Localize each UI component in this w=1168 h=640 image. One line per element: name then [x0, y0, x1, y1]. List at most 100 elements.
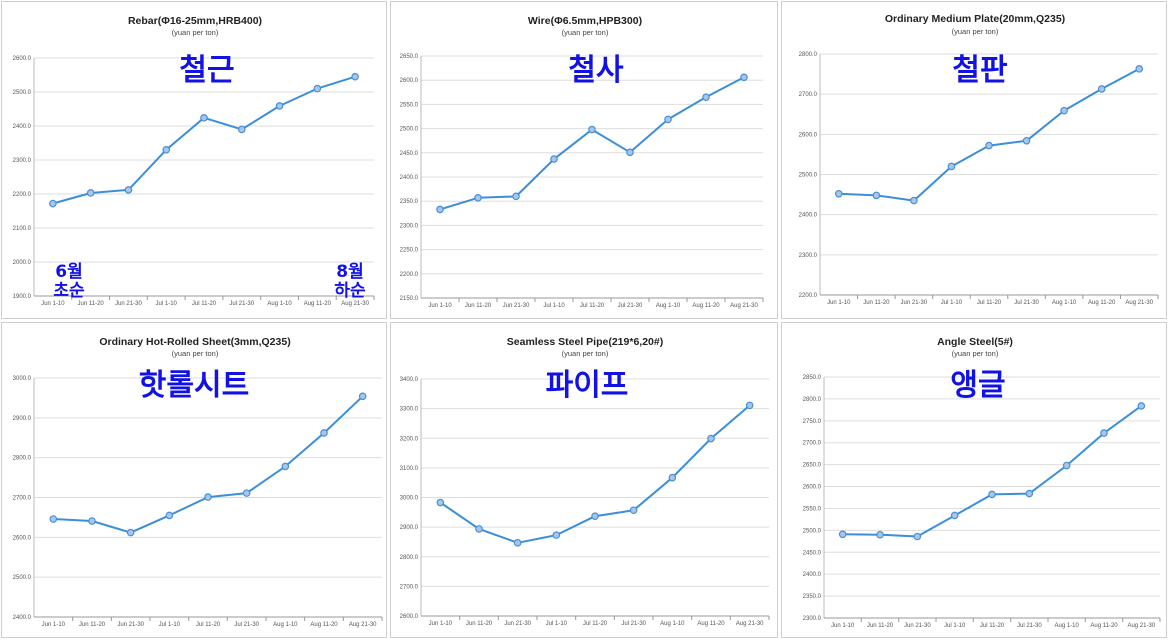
data-point	[275, 102, 284, 110]
korean-overlay-label: 철사	[568, 53, 624, 88]
data-point	[1137, 402, 1146, 410]
chart-title: Ordinary Hot-Rolled Sheet(3mm,Q235)	[99, 336, 290, 348]
data-point	[629, 506, 638, 515]
x-tick-label: Aug 21-30	[349, 622, 377, 628]
y-tick-label: 3200.0	[400, 436, 419, 442]
chart-panel-rebar: Rebar(Φ16-25mm,HRB400) (yuan per ton) 1900…	[1, 1, 387, 319]
chart-panel-wire: Wire(Φ6.5mm,HPB300) (yuan per ton) 2150.0 2…	[390, 1, 778, 319]
data-point	[876, 530, 884, 539]
x-tick-label: Aug 1-10	[273, 622, 298, 628]
x-tick-label: Jun 11-20	[78, 301, 105, 307]
x-tick-label: Jul 21-30	[621, 621, 646, 627]
y-tick-label: 2700.0	[400, 584, 419, 590]
data-point	[351, 72, 359, 81]
x-tick-label: Aug 1-10	[1054, 623, 1079, 629]
y-tick-label: 2500.0	[13, 90, 32, 96]
x-tick-label: Aug 11-20	[1088, 300, 1116, 306]
chart-hot-rolled-sheet: Ordinary Hot-Rolled Sheet(3mm,Q235)(yuan…	[13, 336, 383, 628]
y-tick-label: 3100.0	[400, 466, 419, 472]
data-point	[512, 192, 520, 201]
x-tick-label: Jul 1-10	[546, 621, 568, 627]
data-point	[591, 512, 599, 520]
x-tick-label: Jun 21-30	[503, 303, 530, 309]
x-tick-label: Jun 1-10	[429, 621, 453, 627]
data-point	[668, 473, 677, 482]
data-point	[126, 528, 135, 537]
data-point	[475, 525, 483, 533]
data-point	[162, 146, 171, 154]
x-tick-label: Aug 1-10	[267, 301, 292, 307]
chart-subtitle: (yuan per ton)	[562, 349, 609, 358]
chart-seamless-pipe: Seamless Steel Pipe(219*6,20#)(yuan per …	[400, 336, 770, 627]
chart-panel-hot-rolled-sheet: Ordinary Hot-Rolled Sheet(3mm,Q235) (yuan…	[1, 322, 387, 638]
data-point	[838, 530, 847, 539]
x-tick-label: Jul 1-10	[159, 622, 181, 628]
data-point	[513, 539, 522, 547]
data-point	[49, 199, 57, 208]
x-tick-label: Jun 1-10	[41, 301, 65, 307]
data-point	[588, 125, 596, 134]
x-tick-label: Jun 21-30	[904, 623, 931, 629]
korean-overlay-label: 핫롤시트	[139, 368, 249, 403]
chart-panel-angle-steel: Angle Steel(5#) (yuan per ton) 2300.0 2350.…	[781, 322, 1167, 638]
x-tick-label: Jun 21-30	[901, 300, 928, 306]
y-tick-label: 2500.0	[803, 528, 822, 534]
data-point	[910, 196, 918, 205]
y-tick-label: 2200.0	[13, 192, 32, 198]
corner-label-right-top: 8월	[336, 262, 363, 282]
y-tick-label: 2100.0	[13, 226, 32, 232]
chart-title: Angle Steel(5#)	[937, 336, 1013, 348]
chart-subtitle: (yuan per ton)	[952, 27, 999, 36]
x-tick-label: Jun 11-20	[466, 621, 493, 627]
x-tick-label: Jun 21-30	[504, 621, 531, 627]
data-point	[436, 498, 445, 507]
y-tick-label: 2850.0	[803, 375, 822, 381]
data-point	[86, 189, 95, 197]
y-tick-label: 2700.0	[13, 496, 32, 502]
corner-label-left-bottom: 초순	[53, 281, 85, 301]
x-tick-label: Jul 11-20	[192, 301, 217, 307]
x-tick-label: Aug 1-10	[660, 621, 685, 627]
data-point	[474, 194, 482, 202]
x-tick-label: Jul 21-30	[229, 301, 254, 307]
data-point	[1060, 106, 1068, 115]
data-point	[985, 141, 993, 150]
data-point	[702, 93, 710, 101]
y-tick-label: 2300.0	[799, 253, 818, 259]
x-tick-label: Aug 21-30	[1125, 300, 1153, 306]
data-point	[950, 511, 959, 520]
data-point	[872, 191, 881, 200]
x-tick-label: Aug 11-20	[697, 621, 725, 627]
data-point	[707, 434, 715, 443]
y-tick-label: 2400.0	[803, 572, 822, 578]
y-tick-label: 2500.0	[13, 575, 32, 581]
x-tick-label: Jun 1-10	[42, 622, 66, 628]
y-tick-label: 2500.0	[799, 173, 818, 179]
data-point	[745, 401, 754, 410]
y-tick-label: 2350.0	[400, 199, 419, 205]
x-tick-label: Aug 1-10	[656, 303, 681, 309]
chart-subtitle: (yuan per ton)	[562, 28, 609, 37]
chart-subtitle: (yuan per ton)	[952, 349, 999, 358]
data-point	[204, 493, 212, 501]
data-point	[552, 531, 561, 539]
data-point	[1022, 136, 1031, 145]
y-tick-label: 3300.0	[400, 407, 419, 413]
data-point	[49, 515, 58, 523]
y-tick-label: 3400.0	[400, 377, 419, 383]
corner-label-left-top: 6월	[55, 262, 82, 282]
data-point	[88, 517, 96, 525]
x-tick-label: Jul 21-30	[234, 622, 259, 628]
x-tick-label: Jun 21-30	[115, 301, 142, 307]
data-point	[740, 73, 748, 82]
y-tick-label: 2700.0	[803, 441, 822, 447]
series-line	[842, 405, 1142, 538]
y-tick-label: 2800.0	[13, 456, 32, 462]
y-tick-label: 2550.0	[400, 102, 419, 108]
x-tick-label: Jun 11-20	[79, 622, 106, 628]
data-point	[281, 462, 290, 471]
y-tick-label: 2900.0	[400, 525, 419, 531]
x-tick-label: Jul 21-30	[618, 303, 643, 309]
x-tick-label: Jul 1-10	[543, 303, 565, 309]
y-tick-label: 2650.0	[803, 463, 822, 469]
